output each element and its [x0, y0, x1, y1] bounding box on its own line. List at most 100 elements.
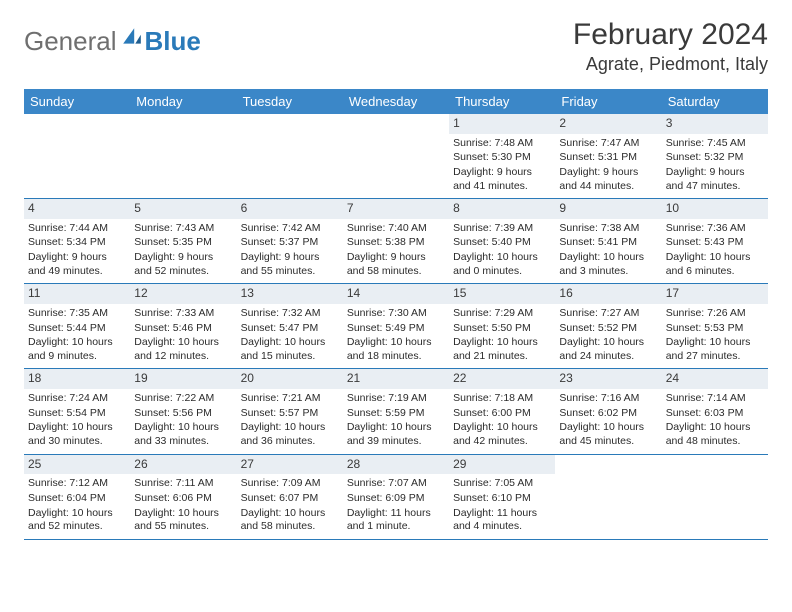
- weekday-header-row: SundayMondayTuesdayWednesdayThursdayFrid…: [24, 89, 768, 114]
- sunrise-text: Sunrise: 7:48 AM: [453, 137, 551, 151]
- weekday-header: Friday: [555, 89, 661, 114]
- sunset-text: Sunset: 5:37 PM: [241, 236, 339, 250]
- daylight-text: Daylight: 10 hours and 9 minutes.: [28, 336, 126, 363]
- daylight-text: Daylight: 9 hours and 49 minutes.: [28, 251, 126, 278]
- day-info: Sunrise: 7:47 AMSunset: 5:31 PMDaylight:…: [559, 137, 657, 194]
- day-cell: [130, 114, 236, 198]
- sunrise-text: Sunrise: 7:12 AM: [28, 477, 126, 491]
- day-number: 4: [24, 199, 130, 219]
- day-info: Sunrise: 7:22 AMSunset: 5:56 PMDaylight:…: [134, 392, 232, 449]
- day-info: Sunrise: 7:07 AMSunset: 6:09 PMDaylight:…: [347, 477, 445, 534]
- sunset-text: Sunset: 6:04 PM: [28, 492, 126, 506]
- daylight-text: Daylight: 9 hours and 55 minutes.: [241, 251, 339, 278]
- day-info: Sunrise: 7:21 AMSunset: 5:57 PMDaylight:…: [241, 392, 339, 449]
- sunrise-text: Sunrise: 7:45 AM: [666, 137, 764, 151]
- day-cell: 24Sunrise: 7:14 AMSunset: 6:03 PMDayligh…: [662, 369, 768, 453]
- day-cell: 1 Sunrise: 7:48 AMSunset: 5:30 PMDaylight…: [449, 114, 555, 198]
- logo-text-gray: General: [24, 26, 117, 57]
- daylight-text: Daylight: 10 hours and 27 minutes.: [666, 336, 764, 363]
- daylight-text: Daylight: 10 hours and 18 minutes.: [347, 336, 445, 363]
- day-cell: 22Sunrise: 7:18 AMSunset: 6:00 PMDayligh…: [449, 369, 555, 453]
- daylight-text: Daylight: 10 hours and 55 minutes.: [134, 507, 232, 534]
- sunrise-text: Sunrise: 7:27 AM: [559, 307, 657, 321]
- day-number: 10: [662, 199, 768, 219]
- daylight-text: Daylight: 9 hours and 58 minutes.: [347, 251, 445, 278]
- daylight-text: Daylight: 11 hours and 4 minutes.: [453, 507, 551, 534]
- day-number: 25: [24, 455, 130, 475]
- sunrise-text: Sunrise: 7:11 AM: [134, 477, 232, 491]
- day-cell: 12Sunrise: 7:33 AMSunset: 5:46 PMDayligh…: [130, 284, 236, 368]
- sunset-text: Sunset: 5:56 PM: [134, 407, 232, 421]
- day-info: Sunrise: 7:36 AMSunset: 5:43 PMDaylight:…: [666, 222, 764, 279]
- sunset-text: Sunset: 5:35 PM: [134, 236, 232, 250]
- day-info: Sunrise: 7:43 AMSunset: 5:35 PMDaylight:…: [134, 222, 232, 279]
- day-info: Sunrise: 7:38 AMSunset: 5:41 PMDaylight:…: [559, 222, 657, 279]
- sunset-text: Sunset: 5:52 PM: [559, 322, 657, 336]
- sunset-text: Sunset: 5:54 PM: [28, 407, 126, 421]
- day-number: 22: [449, 369, 555, 389]
- sunset-text: Sunset: 5:32 PM: [666, 151, 764, 165]
- daylight-text: Daylight: 11 hours and 1 minute.: [347, 507, 445, 534]
- daylight-text: Daylight: 10 hours and 0 minutes.: [453, 251, 551, 278]
- sunrise-text: Sunrise: 7:18 AM: [453, 392, 551, 406]
- day-number: 11: [24, 284, 130, 304]
- day-number: 13: [237, 284, 343, 304]
- sunrise-text: Sunrise: 7:26 AM: [666, 307, 764, 321]
- day-cell: 3Sunrise: 7:45 AMSunset: 5:32 PMDaylight…: [662, 114, 768, 198]
- sunset-text: Sunset: 5:31 PM: [559, 151, 657, 165]
- day-number: 16: [555, 284, 661, 304]
- sunrise-text: Sunrise: 7:40 AM: [347, 222, 445, 236]
- day-info: Sunrise: 7:48 AMSunset: 5:30 PMDaylight:…: [453, 137, 551, 194]
- day-cell: 17Sunrise: 7:26 AMSunset: 5:53 PMDayligh…: [662, 284, 768, 368]
- daylight-text: Daylight: 10 hours and 33 minutes.: [134, 421, 232, 448]
- day-cell: 18Sunrise: 7:24 AMSunset: 5:54 PMDayligh…: [24, 369, 130, 453]
- weekday-header: Monday: [130, 89, 236, 114]
- day-cell: 4Sunrise: 7:44 AMSunset: 5:34 PMDaylight…: [24, 199, 130, 283]
- daylight-text: Daylight: 10 hours and 3 minutes.: [559, 251, 657, 278]
- day-cell: 6 Sunrise: 7:42 AMSunset: 5:37 PMDaylight…: [237, 199, 343, 283]
- day-number: 6: [237, 199, 343, 219]
- sunset-text: Sunset: 6:07 PM: [241, 492, 339, 506]
- day-cell: 11Sunrise: 7:35 AMSunset: 5:44 PMDayligh…: [24, 284, 130, 368]
- daylight-text: Daylight: 10 hours and 21 minutes.: [453, 336, 551, 363]
- daylight-text: Daylight: 9 hours and 44 minutes.: [559, 166, 657, 193]
- day-number: 12: [130, 284, 236, 304]
- day-cell: 10 Sunrise: 7:36 AMSunset: 5:43 PMDayligh…: [662, 199, 768, 283]
- sunrise-text: Sunrise: 7:38 AM: [559, 222, 657, 236]
- location: Agrate, Piedmont, Italy: [573, 54, 768, 75]
- header: General Blue February 2024 Agrate, Piedm…: [24, 18, 768, 75]
- day-info: Sunrise: 7:30 AMSunset: 5:49 PMDaylight:…: [347, 307, 445, 364]
- day-cell: 25Sunrise: 7:12 AMSunset: 6:04 PMDayligh…: [24, 455, 130, 539]
- day-number: 5: [130, 199, 236, 219]
- daylight-text: Daylight: 10 hours and 6 minutes.: [666, 251, 764, 278]
- day-number: 1: [449, 114, 555, 134]
- day-number: 18: [24, 369, 130, 389]
- sunrise-text: Sunrise: 7:42 AM: [241, 222, 339, 236]
- sunrise-text: Sunrise: 7:16 AM: [559, 392, 657, 406]
- day-info: Sunrise: 7:26 AMSunset: 5:53 PMDaylight:…: [666, 307, 764, 364]
- sunset-text: Sunset: 5:38 PM: [347, 236, 445, 250]
- sunrise-text: Sunrise: 7:09 AM: [241, 477, 339, 491]
- day-cell: [555, 455, 661, 539]
- sunset-text: Sunset: 5:47 PM: [241, 322, 339, 336]
- day-info: Sunrise: 7:45 AMSunset: 5:32 PMDaylight:…: [666, 137, 764, 194]
- sunset-text: Sunset: 5:34 PM: [28, 236, 126, 250]
- sunset-text: Sunset: 5:41 PM: [559, 236, 657, 250]
- weekday-header: Thursday: [449, 89, 555, 114]
- daylight-text: Daylight: 10 hours and 36 minutes.: [241, 421, 339, 448]
- sunrise-text: Sunrise: 7:05 AM: [453, 477, 551, 491]
- sunrise-text: Sunrise: 7:07 AM: [347, 477, 445, 491]
- sunrise-text: Sunrise: 7:33 AM: [134, 307, 232, 321]
- day-cell: 21Sunrise: 7:19 AMSunset: 5:59 PMDayligh…: [343, 369, 449, 453]
- day-cell: 2Sunrise: 7:47 AMSunset: 5:31 PMDaylight…: [555, 114, 661, 198]
- daylight-text: Daylight: 10 hours and 39 minutes.: [347, 421, 445, 448]
- day-info: Sunrise: 7:42 AMSunset: 5:37 PMDaylight:…: [241, 222, 339, 279]
- sunset-text: Sunset: 6:00 PM: [453, 407, 551, 421]
- day-cell: 16Sunrise: 7:27 AMSunset: 5:52 PMDayligh…: [555, 284, 661, 368]
- daylight-text: Daylight: 10 hours and 12 minutes.: [134, 336, 232, 363]
- day-number: 14: [343, 284, 449, 304]
- sunset-text: Sunset: 5:53 PM: [666, 322, 764, 336]
- sunset-text: Sunset: 6:09 PM: [347, 492, 445, 506]
- week-row: 18Sunrise: 7:24 AMSunset: 5:54 PMDayligh…: [24, 369, 768, 454]
- weekday-header: Wednesday: [343, 89, 449, 114]
